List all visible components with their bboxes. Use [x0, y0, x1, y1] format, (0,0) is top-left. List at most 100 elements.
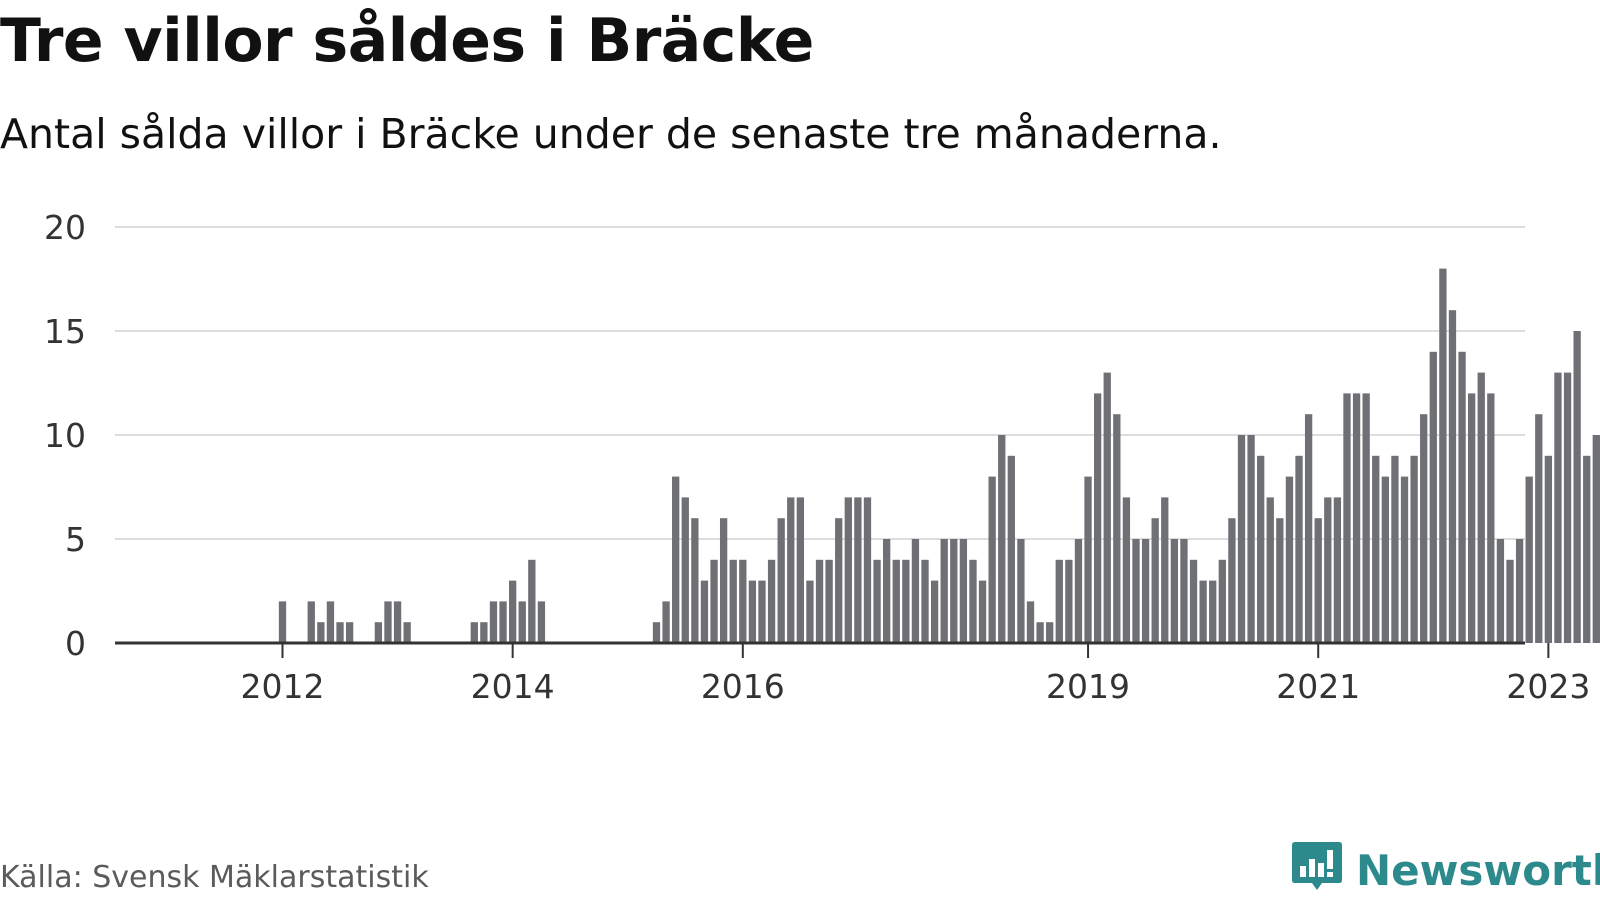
bar [384, 601, 392, 643]
bar [988, 476, 996, 643]
bar [739, 559, 747, 643]
bar [1592, 435, 1600, 643]
bar [345, 622, 354, 643]
bar [1410, 455, 1418, 643]
bar-chart: 051015202012201420162019202120233 [44, 208, 1600, 706]
bar [1362, 393, 1370, 643]
bar [825, 559, 833, 643]
bar [883, 539, 891, 643]
bar [835, 518, 843, 643]
bar [777, 518, 785, 643]
bar [930, 580, 939, 643]
bar [1487, 393, 1495, 643]
bar [662, 601, 670, 643]
bar [1515, 539, 1524, 643]
bar [758, 580, 766, 643]
bar [911, 539, 920, 643]
newsworthy-chart-icon [1292, 842, 1342, 890]
bar [1372, 455, 1380, 643]
bar [307, 601, 315, 643]
x-tick-label: 2021 [1276, 667, 1360, 706]
bar [969, 559, 977, 643]
bar [489, 601, 498, 643]
bar [1391, 455, 1399, 643]
bar [317, 622, 325, 643]
bar [729, 559, 737, 643]
bar [1525, 476, 1533, 643]
bar [1304, 414, 1313, 643]
bar [719, 518, 728, 643]
bar [1535, 414, 1543, 643]
bar [1333, 497, 1342, 643]
chart-subtitle: Antal sålda villor i Bräcke under de sen… [0, 110, 1222, 158]
y-tick-label: 0 [65, 624, 86, 663]
bar [1506, 559, 1514, 643]
bar [1122, 497, 1131, 643]
bar [844, 497, 852, 643]
bar [1228, 518, 1236, 643]
bar [1084, 476, 1092, 643]
bar [1295, 455, 1303, 643]
y-tick-label: 15 [44, 312, 86, 351]
x-tick-label: 2014 [471, 667, 555, 706]
bar [336, 622, 344, 643]
bar [1170, 539, 1179, 643]
bar [940, 539, 948, 643]
bar [1036, 622, 1044, 643]
bar [278, 601, 287, 643]
bar [1180, 539, 1188, 643]
bar [499, 601, 507, 643]
bar [393, 601, 402, 643]
bar [863, 497, 872, 643]
bar [921, 559, 929, 643]
bar [1237, 435, 1246, 643]
bar [1573, 331, 1581, 643]
bar [1257, 455, 1265, 643]
bar [1017, 539, 1025, 643]
bar [681, 497, 689, 643]
bar [1209, 580, 1217, 643]
bar [1496, 539, 1505, 643]
y-tick-label: 10 [44, 416, 86, 455]
y-tick-label: 20 [44, 208, 86, 247]
x-tick-label: 2012 [240, 667, 324, 706]
bar [710, 559, 718, 643]
bar [1554, 372, 1562, 643]
bar [1103, 372, 1111, 643]
bar [1583, 455, 1591, 643]
brand-name: Newsworthy [1356, 845, 1600, 895]
bar [873, 559, 881, 643]
bar [1189, 559, 1198, 643]
bar [652, 622, 661, 643]
bar [1093, 393, 1102, 643]
bar [854, 497, 862, 643]
bar [1132, 539, 1140, 643]
bar [1007, 455, 1015, 643]
bar [1285, 476, 1294, 643]
bar [1161, 497, 1169, 643]
bar [700, 580, 709, 643]
bar [1352, 393, 1361, 643]
bar [1276, 518, 1284, 643]
bar [518, 601, 526, 643]
x-tick-label: 2019 [1046, 667, 1130, 706]
bar [509, 580, 517, 643]
bar [1266, 497, 1274, 643]
bar [1324, 497, 1332, 643]
bar [1420, 414, 1428, 643]
bar [1468, 393, 1476, 643]
bar [1113, 414, 1121, 643]
bar [950, 539, 958, 643]
bar [767, 559, 776, 643]
bar [374, 622, 383, 643]
bar [1458, 351, 1466, 643]
bar [1477, 372, 1485, 643]
bar [1400, 476, 1409, 643]
bar [1141, 539, 1150, 643]
x-tick-label: 2023 [1506, 667, 1590, 706]
bar [998, 435, 1006, 643]
bar [528, 559, 536, 643]
bar [902, 559, 910, 643]
bar [1563, 372, 1572, 643]
bar [1381, 476, 1389, 643]
